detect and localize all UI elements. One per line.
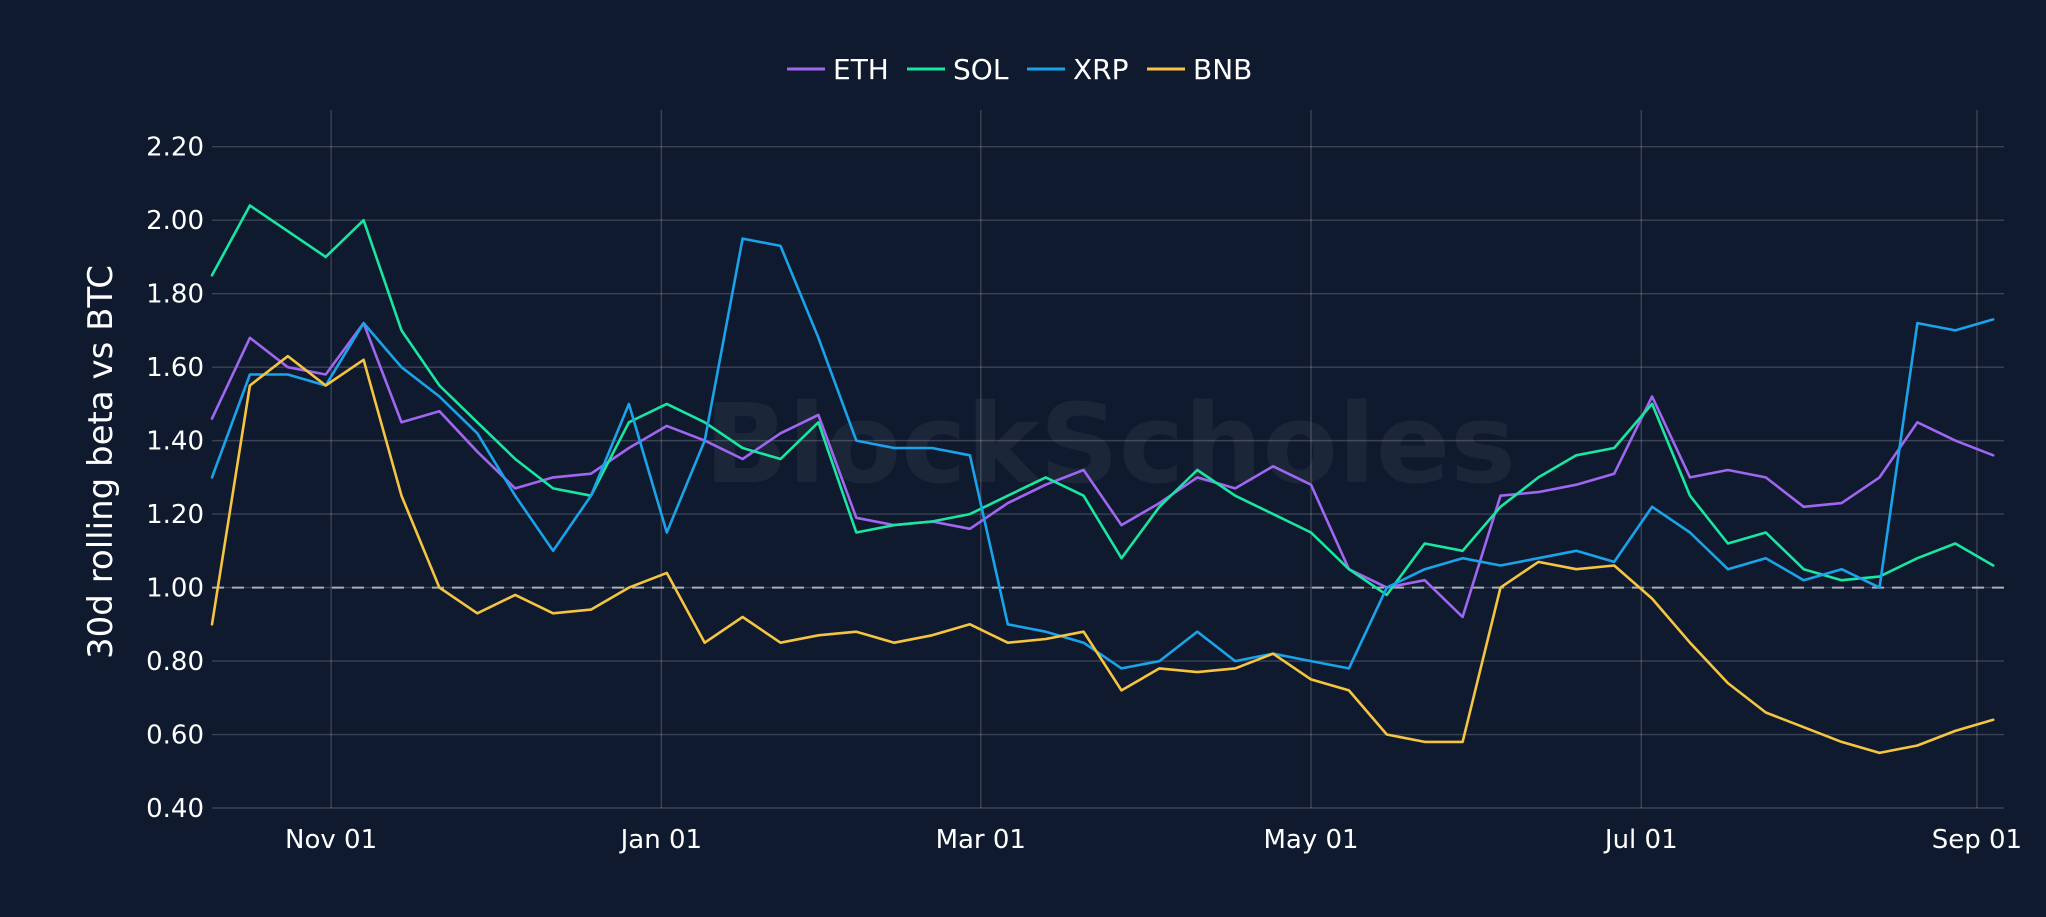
legend-item-eth[interactable]: ETH	[787, 53, 889, 86]
grid	[212, 110, 2004, 809]
y-tick-label: 1.40	[146, 427, 204, 457]
y-tick-label: 1.00	[146, 574, 204, 604]
y-tick-label: 0.60	[146, 721, 204, 751]
y-axis: 0.40 0.60 0.80 1.00 1.20 1.40 1.60 1.80 2.00 2.20	[146, 133, 204, 824]
x-tick-label: Nov 01	[285, 825, 377, 855]
x-tick-label: Sep 01	[1932, 825, 2022, 855]
legend-label: ETH	[833, 53, 889, 86]
x-tick-label: Jul 01	[1603, 825, 1678, 855]
y-tick-label: 0.80	[146, 647, 204, 677]
y-tick-label: 0.40	[146, 794, 204, 824]
series-line-bnb	[210, 354, 1995, 755]
y-tick-label: 1.20	[146, 500, 204, 530]
legend-item-xrp[interactable]: XRP	[1027, 53, 1129, 86]
legend-label: SOL	[953, 53, 1009, 86]
legend-label: XRP	[1073, 53, 1129, 86]
legend-label: BNB	[1193, 53, 1252, 86]
x-axis: Nov 01 Jan 01 Mar 01 May 01 Jul 01 Sep 01	[285, 825, 2022, 855]
legend-item-sol[interactable]: SOL	[907, 53, 1009, 86]
x-tick-label: Jan 01	[619, 825, 702, 855]
legend[interactable]: ETH SOL XRP BNB	[787, 53, 1252, 86]
y-tick-label: 2.20	[146, 133, 204, 163]
x-tick-label: May 01	[1263, 825, 1358, 855]
legend-item-bnb[interactable]: BNB	[1147, 53, 1252, 86]
y-tick-label: 1.80	[146, 280, 204, 310]
y-tick-label: 2.00	[146, 206, 204, 236]
x-tick-label: Mar 01	[936, 825, 1026, 855]
y-axis-title: 30d rolling beta vs BTC	[81, 265, 121, 659]
series-line-xrp	[210, 237, 1995, 670]
series-line-eth	[210, 321, 1995, 619]
y-tick-label: 1.60	[146, 353, 204, 383]
series-line-sol	[210, 204, 1995, 597]
series-lines	[210, 204, 1995, 755]
